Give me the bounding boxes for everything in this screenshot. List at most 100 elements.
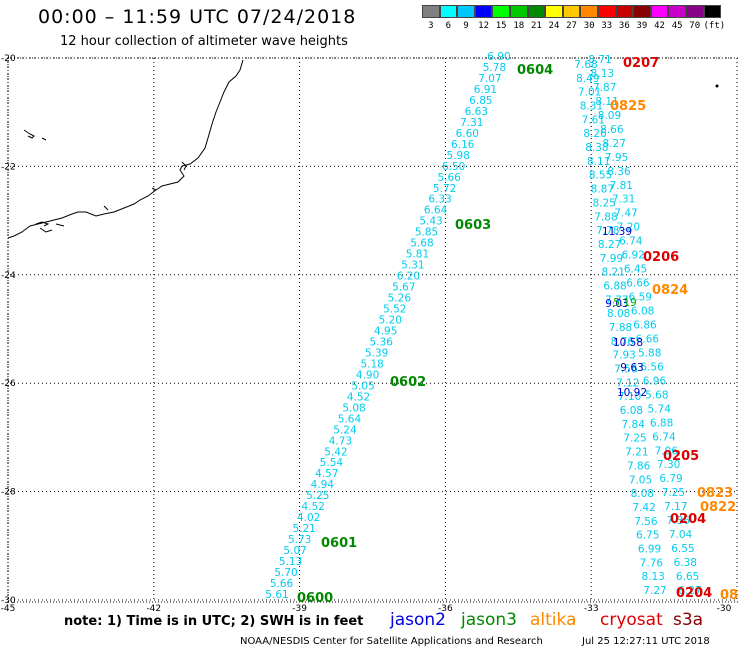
legend-swatch [580,5,598,18]
coastline [7,59,244,239]
pass-time-label: 0207 [623,56,659,71]
wave-height-label: 6.88 [650,417,673,429]
legend-tick-label: 6 [445,21,452,31]
wave-height-label: 7.12 [616,377,639,389]
wave-height-label: 6.65 [676,571,699,583]
wave-height-label: 7.56 [634,516,658,528]
legend-tick-label: 30 [583,21,595,31]
wave-height-label: 6.88 [603,280,626,292]
wave-height-label: 8.49 [576,73,599,85]
jason2-value-label: 10.92 [617,387,647,399]
wave-height-label: 5.21 [292,523,315,535]
wave-height-label: 7.99 [600,253,623,265]
wave-height-label: 5.18 [360,358,383,370]
wave-height-label: 7.68 [574,59,597,71]
wave-height-label: 5.08 [342,402,365,414]
wave-height-label: 8.21 [602,267,625,279]
wave-height-label: 6.38 [674,557,697,569]
wave-height-label: 8.76 [611,336,635,348]
legend-tick-label: 45 [671,21,683,31]
coastline-islands [23,129,187,233]
wave-height-label: 7.31 [612,194,635,206]
island-dot [715,84,719,88]
wave-height-label: 5.64 [338,413,362,425]
wave-height-label: 7.31 [460,117,483,129]
wave-height-label: 4.73 [329,435,352,447]
lon-tick-label: -42 [146,604,161,612]
legend-tick-labels: 3 6 9 12 15 18 21 24 27 30 33 36 39 42 45 70 (ft) [422,21,726,31]
satellite-s3a: s3a [673,610,704,630]
legend-swatch [422,5,440,18]
wave-height-label: 5.26 [388,293,412,305]
lon-tick-label: -36 [438,604,453,612]
wave-height-label: 7.61 [582,114,605,126]
legend-swatch [457,5,475,18]
wave-height-label: 7.30 [657,459,680,471]
wave-height-label: 8.71 [588,54,611,66]
wave-height-label: 5.74 [648,403,672,415]
wave-height-label: 5.36 [370,336,394,348]
wave-height-label: 5.20 [379,315,402,327]
legend-tick-label: 3 [428,21,434,31]
wave-height-label: 7.88 [594,211,617,223]
pass-time-label: 0204 [676,586,712,601]
lon-tick-label: -45 [1,604,16,612]
wave-height-label: 6.74 [619,236,643,248]
legend-tick-label: 18 [513,21,525,31]
lat-tick-label: -26 [1,379,16,389]
wave-height-label: 5.66 [437,172,461,184]
wave-height-label: 7.17 [664,501,687,513]
legend-tick-label: 42 [654,21,665,31]
pass-time-label: 0206 [643,250,679,265]
satellite-jason2: jason2 [390,610,446,630]
wave-height-label: 8.09 [598,110,621,122]
wave-height-label: 7.07 [478,73,501,85]
legend-swatches [422,5,722,18]
jason2-value-label: 11.39 [602,226,632,238]
wave-height-label: 7.01 [578,87,601,99]
wave-height-label: 6.64 [424,205,448,217]
wave-height-label: 5.68 [645,389,668,401]
jason2-value-label: 9.63 [620,362,643,374]
lat-tick-label: -24 [1,271,16,281]
legend-tick-label: 9 [463,21,469,31]
wave-height-label: 6.56 [640,361,664,373]
satellite-altika: altika [530,610,577,630]
wave-height-label: 6.90 [487,51,510,63]
legend-swatch [597,5,616,18]
wave-height-label: 7.86 [627,460,651,472]
latitude-tick-labels: -20 -22 -24 -26 -28 -30 [1,54,16,606]
legend-tick-label: (ft) [703,21,726,31]
lat-tick-label: -20 [1,54,16,64]
wave-height-label: 6.50 [442,161,465,173]
wave-height-label: 6.91 [474,84,497,96]
lat-tick-label: -22 [1,162,16,172]
altimeter-tracks: 5.615.665.705.135.075.735.214.024.525.25… [265,51,701,601]
legend-tick-label: 21 [530,21,542,31]
wave-height-label: 6.08 [620,405,643,417]
wave-height-label: 7.81 [610,180,633,192]
wave-height-label: 6.66 [636,333,660,345]
wave-height-label: 4.57 [315,468,338,480]
map-gridlines [7,57,738,602]
wave-height-label: 6.59 [629,292,652,304]
legend-swatch [615,5,634,18]
wave-height-label: 8.13 [591,68,614,80]
longitude-tick-labels: -45 -42 -39 -36 -33 -30 [1,604,732,612]
wave-height-label: 7.88 [609,322,632,334]
wave-height-label: 8.31 [580,101,603,113]
satellite-jason3: jason3 [461,610,517,630]
wave-height-label: 7.76 [640,557,664,569]
wave-height-label: 5.72 [433,183,456,195]
legend-swatch [633,5,651,18]
wave-height-label: 5.31 [401,260,424,272]
wave-height-label: 7.25 [623,433,646,445]
note-text: note: 1) Time is in UTC; 2) SWH is in fe… [64,614,364,629]
pass-time-label: 08 [720,588,738,603]
lon-tick-label: -30 [717,604,732,612]
wave-height-label: 6.66 [626,278,650,290]
wave-height-label: 8.08 [607,308,630,320]
wave-height-label: 7.06 [655,445,679,457]
wave-height-label: 7.25 [662,487,685,499]
wave-height-label: 7.27 [643,585,666,597]
